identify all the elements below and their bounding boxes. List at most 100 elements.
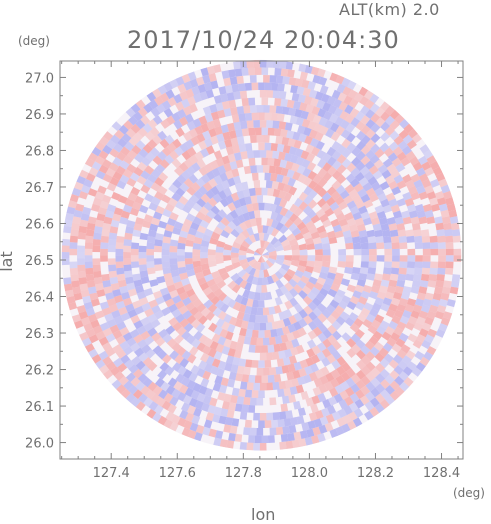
radar-gate xyxy=(405,179,415,189)
radar-gate xyxy=(107,245,116,253)
radar-gate xyxy=(182,106,193,116)
radar-gate xyxy=(261,375,269,383)
radar-gate xyxy=(368,248,377,256)
radar-gate xyxy=(233,152,242,161)
radar-gate xyxy=(335,184,346,195)
radar-gate xyxy=(134,153,145,163)
radar-gate xyxy=(272,90,280,99)
radar-gate xyxy=(259,150,267,158)
radar-gate xyxy=(273,196,282,206)
radar-gate xyxy=(423,351,434,361)
radar-gate xyxy=(125,226,134,234)
radar-gate xyxy=(127,309,138,319)
radar-gate xyxy=(338,101,348,112)
radar-gate xyxy=(258,420,265,429)
radar-gate xyxy=(430,261,439,269)
radar-gate xyxy=(199,206,210,216)
radar-gate xyxy=(320,266,330,274)
radar-gate xyxy=(301,422,310,431)
radar-gate xyxy=(275,244,284,252)
radar-gate xyxy=(335,426,345,436)
radar-gate xyxy=(133,320,144,330)
y-tick-label: 26.8 xyxy=(25,144,54,159)
radar-gate xyxy=(332,277,343,287)
radar-gate xyxy=(352,242,362,250)
radar-gate xyxy=(378,285,388,294)
radar-gate xyxy=(261,67,269,76)
radar-gate xyxy=(422,242,431,250)
radar-gate xyxy=(341,77,351,88)
radar-gate xyxy=(265,322,273,331)
radar-gate xyxy=(373,341,384,352)
radar-gate xyxy=(175,313,186,324)
radar-gate xyxy=(205,355,215,366)
radar-gate xyxy=(161,400,172,411)
radar-gate xyxy=(278,121,287,130)
radar-gate xyxy=(421,161,432,171)
y-tick-label: 27.0 xyxy=(25,71,54,86)
radar-gate xyxy=(179,142,190,153)
radar-gate xyxy=(154,177,165,187)
radar-gate xyxy=(77,232,87,240)
radar-gate xyxy=(238,143,247,153)
radar-gate xyxy=(161,261,171,269)
radar-gate xyxy=(178,291,189,301)
radar-gate xyxy=(198,185,208,196)
radar-gate xyxy=(157,185,168,196)
radar-gate xyxy=(91,161,102,171)
radar-gate xyxy=(224,138,233,148)
radar-gate xyxy=(169,350,179,361)
radar-gate xyxy=(217,267,228,276)
radar-gate xyxy=(176,391,187,402)
radar-gate xyxy=(303,374,312,384)
radar-gate xyxy=(256,307,264,316)
radar-gate xyxy=(236,106,245,115)
radar-gate xyxy=(148,299,159,309)
radar-gate xyxy=(362,182,373,192)
radar-gate xyxy=(322,162,332,172)
radar-gate xyxy=(293,303,304,313)
radar-gate xyxy=(397,273,407,282)
radar-gate xyxy=(298,438,307,447)
radar-gate xyxy=(278,190,287,200)
radar-gate xyxy=(145,348,156,359)
radar-gate xyxy=(451,274,461,282)
radar-gate xyxy=(414,350,425,361)
radar-gate xyxy=(176,108,187,119)
radar-gate xyxy=(438,178,448,188)
radar-gate xyxy=(207,197,218,207)
radar-gate xyxy=(309,137,320,148)
radar-gate xyxy=(418,286,428,295)
radar-gate xyxy=(225,146,235,156)
radar-gate xyxy=(345,173,356,183)
radar-gate xyxy=(270,329,278,338)
radar-gate xyxy=(326,156,337,167)
radar-gate xyxy=(372,330,383,341)
radar-gate xyxy=(137,393,148,404)
radar-gate xyxy=(344,212,354,221)
radar-gate xyxy=(244,282,252,291)
radar-gate xyxy=(223,424,232,433)
radar-gate xyxy=(319,125,329,136)
radar-gate xyxy=(189,306,200,317)
radar-gate xyxy=(254,345,262,353)
radar-gate xyxy=(118,195,128,204)
radar-gate xyxy=(215,343,225,353)
radar-gate xyxy=(414,242,423,250)
radar-gate xyxy=(228,130,237,139)
radar-gate xyxy=(259,89,267,98)
radar-gate xyxy=(217,291,228,302)
radar-gate xyxy=(259,59,267,68)
radar-gate xyxy=(278,234,288,244)
radar-gate xyxy=(370,285,381,294)
radar-gate xyxy=(246,382,254,391)
radar-gate xyxy=(196,276,207,286)
radar-gate xyxy=(199,219,210,229)
radar-gate xyxy=(434,286,443,295)
radar-gate xyxy=(380,111,391,122)
radar-gate xyxy=(132,273,142,281)
radar-gate xyxy=(280,167,289,177)
radar-gate xyxy=(260,240,266,248)
radar-gate xyxy=(290,243,300,251)
radar-gate xyxy=(180,277,191,287)
